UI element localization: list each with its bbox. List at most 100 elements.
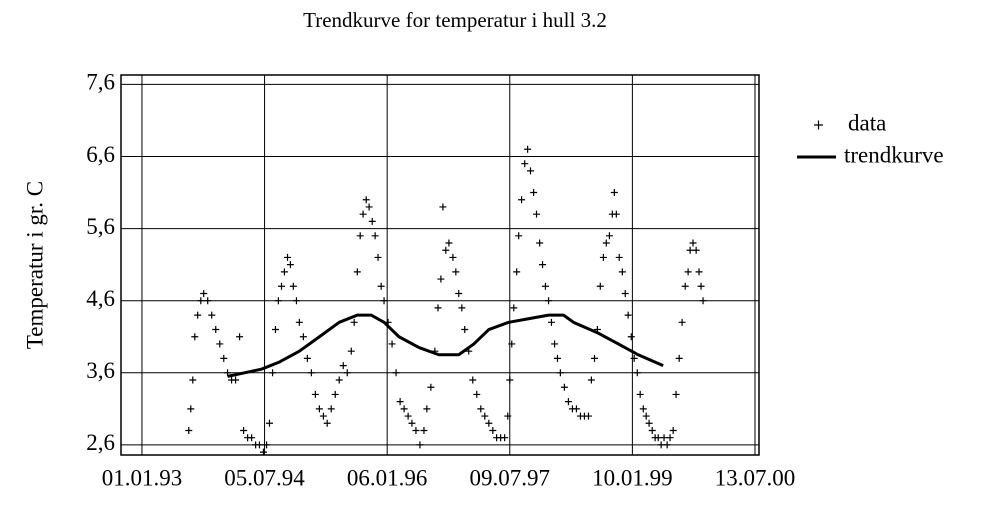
data-point: [560, 383, 568, 391]
data-point: [371, 232, 379, 240]
data-point: [216, 340, 224, 348]
data-point: [437, 275, 445, 283]
data-point: [204, 297, 212, 305]
data-point: [547, 318, 555, 326]
data-point: [636, 390, 644, 398]
legend-symbol: [814, 120, 823, 130]
data-point: [187, 405, 195, 413]
data-point: [605, 232, 613, 240]
data-point: [353, 268, 361, 276]
data-point: [220, 354, 228, 362]
data-point: [439, 203, 447, 211]
data-point: [669, 426, 677, 434]
data-point: [368, 217, 376, 225]
data-point: [265, 419, 273, 427]
data-point: [365, 203, 373, 211]
data-point: [286, 261, 294, 269]
y-tick-label: 4,6: [86, 286, 115, 311]
data-point: [695, 268, 703, 276]
data-point: [572, 405, 580, 413]
data-point: [458, 304, 466, 312]
data-point: [327, 405, 335, 413]
data-point: [412, 426, 420, 434]
data-point: [663, 441, 671, 449]
data-point: [681, 282, 689, 290]
data-point: [689, 239, 697, 247]
data-point: [303, 354, 311, 362]
data-point: [642, 412, 650, 420]
legend-label: trendkurve: [844, 142, 944, 167]
data-point: [485, 419, 493, 427]
data-point: [449, 253, 457, 261]
data-point: [551, 340, 559, 348]
data-point: [660, 434, 668, 442]
data-point: [692, 246, 700, 254]
data-point: [427, 383, 435, 391]
data-point: [259, 448, 267, 456]
data-point: [630, 354, 638, 362]
x-tick-label: 13.07.00: [715, 465, 796, 490]
data-point: [508, 340, 516, 348]
data-point: [350, 318, 358, 326]
data-point: [621, 289, 629, 297]
data-point: [307, 369, 315, 377]
data-point: [590, 354, 598, 362]
data-point: [404, 412, 412, 420]
data-point: [624, 311, 632, 319]
data-point: [618, 268, 626, 276]
data-point: [639, 405, 647, 413]
data-point: [452, 268, 460, 276]
data-point: [194, 311, 202, 319]
data-point: [362, 196, 370, 204]
x-tick-label: 10.01.99: [592, 465, 673, 490]
data-point: [684, 268, 692, 276]
data-point: [315, 405, 323, 413]
data-point: [200, 289, 208, 297]
data-point: [434, 304, 442, 312]
plot-frame: [120, 74, 760, 456]
data-point: [587, 376, 595, 384]
data-point: [477, 405, 485, 413]
data-point: [271, 326, 279, 334]
data-point: [645, 419, 653, 427]
data-point: [423, 405, 431, 413]
y-tick-label: 5,6: [86, 214, 115, 239]
data-point: [666, 434, 674, 442]
data-point: [584, 412, 592, 420]
data-point: [545, 297, 553, 305]
data-point: [359, 210, 367, 218]
data-point: [627, 333, 635, 341]
data-point: [232, 376, 240, 384]
data-point: [212, 326, 220, 334]
y-tick-label: 2,6: [86, 430, 115, 455]
data-point: [504, 412, 512, 420]
data-point: [400, 405, 408, 413]
data-point: [347, 347, 355, 355]
data-point: [295, 318, 303, 326]
data-point: [339, 362, 347, 370]
data-point: [319, 412, 327, 420]
data-point: [420, 426, 428, 434]
data-point: [524, 145, 532, 153]
data-point: [280, 268, 288, 276]
data-point: [515, 232, 523, 240]
data-point: [323, 419, 331, 427]
data-point: [657, 441, 665, 449]
data-point: [530, 189, 538, 197]
data-point: [536, 239, 544, 247]
data-point: [610, 189, 618, 197]
x-tick-label: 06.01.96: [347, 465, 428, 490]
data-point: [539, 261, 547, 269]
data-point: [697, 282, 705, 290]
x-tick-label: 09.07.97: [470, 465, 551, 490]
data-point: [380, 297, 388, 305]
data-point: [510, 304, 518, 312]
data-point: [445, 239, 453, 247]
data-point: [248, 434, 256, 442]
data-point: [335, 376, 343, 384]
data-point: [481, 412, 489, 420]
data-point: [236, 333, 244, 341]
data-point: [678, 318, 686, 326]
